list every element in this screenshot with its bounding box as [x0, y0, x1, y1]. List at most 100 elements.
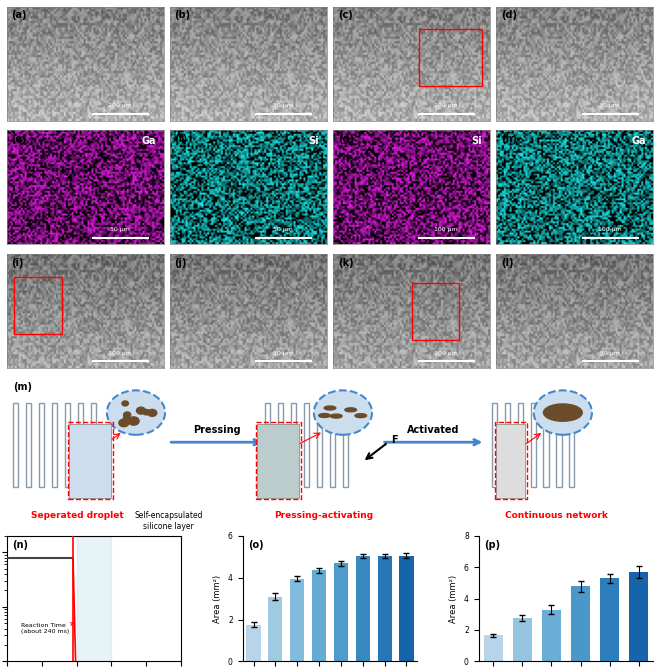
Text: (f): (f)	[175, 134, 188, 144]
Bar	[246, 625, 261, 661]
Text: (c): (c)	[338, 10, 352, 20]
Text: Pressing-activating: Pressing-activating	[274, 511, 373, 520]
Bar	[513, 619, 532, 661]
Text: 50 μm: 50 μm	[273, 351, 293, 355]
Text: (o): (o)	[248, 540, 263, 550]
Bar	[291, 403, 296, 487]
Bar	[52, 403, 57, 487]
Circle shape	[143, 409, 150, 415]
Text: 50 μm: 50 μm	[273, 227, 293, 232]
Text: (k): (k)	[338, 258, 354, 268]
Text: Self-encapsulated
silicone layer: Self-encapsulated silicone layer	[134, 511, 203, 531]
Bar	[630, 572, 648, 661]
Text: (j): (j)	[175, 258, 187, 268]
Bar	[378, 556, 392, 661]
Bar	[69, 424, 112, 498]
Text: Continuous network: Continuous network	[505, 511, 608, 520]
Text: Si: Si	[308, 136, 319, 146]
Bar	[600, 578, 619, 661]
Bar	[65, 403, 70, 487]
Text: 50 μm: 50 μm	[599, 351, 619, 355]
Bar	[334, 563, 348, 661]
Y-axis label: Area (mm²): Area (mm²)	[213, 574, 222, 623]
Text: 100 μm: 100 μm	[434, 103, 458, 108]
Text: 200 μm: 200 μm	[434, 351, 458, 355]
Ellipse shape	[543, 404, 582, 422]
Bar	[279, 403, 283, 487]
Bar	[484, 635, 503, 661]
Bar	[543, 403, 548, 487]
Bar	[492, 403, 497, 487]
Circle shape	[128, 417, 139, 425]
Circle shape	[123, 415, 130, 420]
Ellipse shape	[355, 413, 366, 418]
Text: (g): (g)	[338, 134, 354, 144]
Text: (d): (d)	[501, 10, 517, 20]
Text: (h): (h)	[501, 134, 517, 144]
Bar	[265, 403, 271, 487]
Bar	[496, 424, 525, 498]
Bar	[356, 556, 370, 661]
Text: Seperated droplet: Seperated droplet	[32, 511, 124, 520]
Bar	[77, 536, 112, 661]
Text: 30 μm: 30 μm	[599, 103, 620, 108]
Text: (b): (b)	[175, 10, 191, 20]
Bar	[517, 403, 523, 487]
Bar	[304, 403, 310, 487]
Ellipse shape	[331, 414, 342, 418]
Text: (m): (m)	[13, 383, 32, 393]
Text: 100 μm: 100 μm	[434, 227, 458, 232]
Text: Activated: Activated	[407, 425, 460, 435]
Bar	[399, 556, 414, 661]
Bar	[570, 403, 574, 487]
Ellipse shape	[319, 413, 330, 418]
Text: Ga: Ga	[141, 136, 156, 146]
Text: (n): (n)	[12, 540, 28, 550]
Text: (p): (p)	[484, 540, 500, 550]
Text: (l): (l)	[501, 258, 513, 268]
Text: Reaction Time
(about 240 ms): Reaction Time (about 240 ms)	[20, 623, 75, 634]
Bar	[312, 570, 326, 661]
Bar	[26, 403, 31, 487]
Ellipse shape	[324, 406, 336, 410]
Bar	[412, 283, 459, 340]
Circle shape	[137, 407, 145, 414]
Text: (i): (i)	[11, 258, 24, 268]
Bar	[505, 403, 510, 487]
Bar	[257, 424, 299, 498]
Circle shape	[314, 390, 372, 435]
Text: Ga: Ga	[631, 136, 645, 146]
Bar	[343, 403, 348, 487]
Circle shape	[122, 401, 129, 406]
Ellipse shape	[345, 408, 356, 411]
Bar	[531, 403, 536, 487]
Text: (e): (e)	[11, 134, 27, 144]
Bar	[317, 403, 322, 487]
Text: (a): (a)	[11, 10, 27, 20]
Bar	[571, 586, 590, 661]
Bar	[13, 403, 18, 487]
Text: 200 μm: 200 μm	[108, 351, 131, 355]
Bar	[268, 597, 282, 661]
Circle shape	[123, 412, 131, 418]
Y-axis label: Area (mm²): Area (mm²)	[449, 574, 459, 623]
Text: 100 μm: 100 μm	[597, 227, 621, 232]
Circle shape	[119, 419, 129, 427]
Text: 50 μm: 50 μm	[110, 227, 129, 232]
Text: Si: Si	[472, 136, 482, 146]
Bar	[420, 29, 482, 86]
Text: Pressing: Pressing	[193, 425, 241, 435]
Bar	[39, 403, 44, 487]
Circle shape	[107, 390, 165, 435]
Bar	[556, 403, 562, 487]
Circle shape	[534, 390, 592, 435]
Text: 200 μm: 200 μm	[108, 103, 131, 108]
Bar	[330, 403, 335, 487]
Bar	[15, 277, 61, 334]
Text: 50 μm: 50 μm	[273, 103, 293, 108]
Bar	[90, 403, 96, 487]
Circle shape	[148, 409, 157, 416]
Bar	[290, 578, 304, 661]
Bar	[78, 403, 83, 487]
Text: F: F	[391, 435, 398, 445]
